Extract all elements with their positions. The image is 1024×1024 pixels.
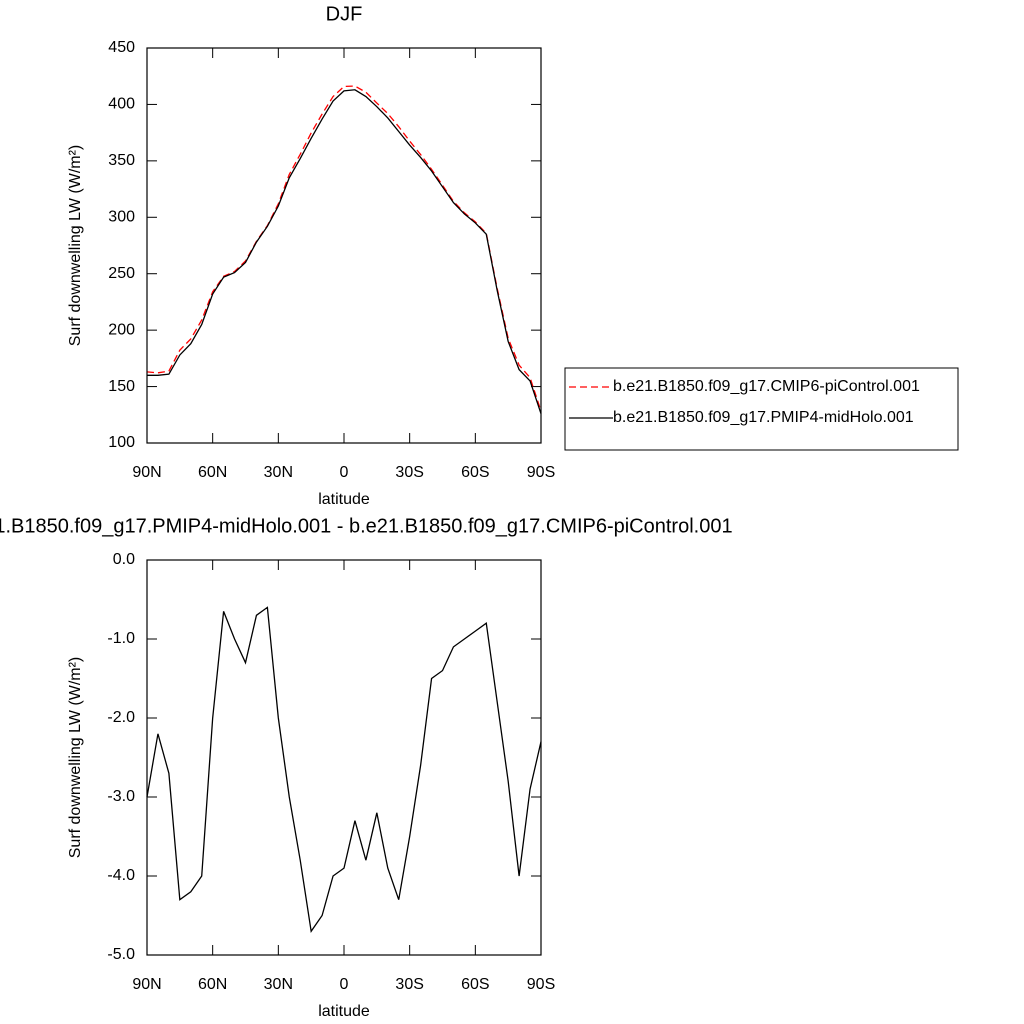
x-tick-label: 60S bbox=[461, 976, 489, 993]
x-tick-label: 0 bbox=[340, 464, 349, 481]
x-axis-label: latitude bbox=[318, 491, 370, 508]
x-tick-label: 30S bbox=[395, 976, 423, 993]
x-tick-label: 60S bbox=[461, 464, 489, 481]
chart-title: DJF bbox=[326, 3, 363, 25]
y-tick-label: -2.0 bbox=[107, 709, 135, 726]
data-line bbox=[147, 89, 542, 414]
y-tick-label: 350 bbox=[108, 152, 135, 169]
x-axis-label: latitude bbox=[318, 1003, 370, 1020]
y-tick-label: 300 bbox=[108, 209, 135, 226]
legend-box bbox=[564, 367, 959, 451]
x-tick-label: 30N bbox=[264, 976, 293, 993]
y-tick-label: 400 bbox=[108, 96, 135, 113]
y-tick-label: -5.0 bbox=[107, 946, 135, 963]
legend-label: b.e21.B1850.f09_g17.CMIP6-piControl.001 bbox=[613, 378, 920, 395]
x-tick-label: 30S bbox=[395, 464, 423, 481]
y-tick-label: -1.0 bbox=[107, 630, 135, 647]
x-tick-label: 30N bbox=[264, 464, 293, 481]
y-axis-label: Surf downwelling LW (W/m²) bbox=[67, 657, 84, 859]
data-line bbox=[146, 85, 542, 412]
x-tick-label: 0 bbox=[340, 976, 349, 993]
chart-title: b.e21.B1850.f09_g17.PMIP4-midHolo.001 - … bbox=[0, 515, 733, 537]
x-tick-label: 90S bbox=[527, 976, 555, 993]
plot-frame bbox=[146, 47, 542, 444]
x-tick-label: 60N bbox=[198, 976, 227, 993]
data-line bbox=[146, 606, 542, 934]
y-tick-label: 200 bbox=[108, 321, 135, 338]
x-tick-label: 90S bbox=[527, 464, 555, 481]
x-tick-label: 90N bbox=[132, 976, 161, 993]
y-tick-label: -3.0 bbox=[107, 788, 135, 805]
y-tick-label: 150 bbox=[108, 378, 135, 395]
y-axis-label: Surf downwelling LW (W/m²) bbox=[67, 145, 84, 347]
x-tick-label: 90N bbox=[132, 464, 161, 481]
x-tick-label: 60N bbox=[198, 464, 227, 481]
legend-label: b.e21.B1850.f09_g17.PMIP4-midHolo.001 bbox=[613, 409, 914, 426]
y-tick-label: 250 bbox=[108, 265, 135, 282]
y-tick-label: 450 bbox=[108, 39, 135, 56]
plot-frame bbox=[146, 559, 542, 956]
y-tick-label: 0.0 bbox=[113, 551, 135, 568]
y-tick-label: 100 bbox=[108, 434, 135, 451]
y-tick-label: -4.0 bbox=[107, 867, 135, 884]
